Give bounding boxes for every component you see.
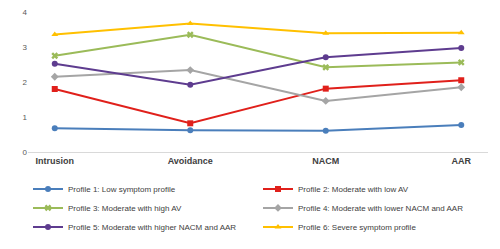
svg-text:Intrusion: Intrusion bbox=[36, 156, 75, 166]
svg-text:2: 2 bbox=[23, 78, 28, 87]
svg-text:4: 4 bbox=[23, 8, 28, 17]
svg-text:AAR: AAR bbox=[452, 156, 472, 166]
svg-text:Profile 3: Moderate with high: Profile 3: Moderate with high AV bbox=[68, 204, 182, 213]
svg-text:Profile 2: Moderate with low A: Profile 2: Moderate with low AV bbox=[298, 185, 409, 194]
svg-text:Profile 4: Moderate with lower: Profile 4: Moderate with lower NACM and … bbox=[298, 204, 463, 213]
svg-text:Avoidance: Avoidance bbox=[168, 156, 213, 166]
svg-text:1: 1 bbox=[23, 113, 28, 122]
svg-text:0: 0 bbox=[23, 148, 28, 157]
svg-text:3: 3 bbox=[23, 43, 28, 52]
svg-text:NACM: NACM bbox=[312, 156, 339, 166]
svg-text:Profile 1: Low symptom profile: Profile 1: Low symptom profile bbox=[68, 185, 176, 194]
svg-text:Profile 6: Severe symptom prof: Profile 6: Severe symptom profile bbox=[298, 223, 416, 232]
svg-text:Profile 5: Moderate with highe: Profile 5: Moderate with higher NACM and… bbox=[68, 223, 236, 232]
